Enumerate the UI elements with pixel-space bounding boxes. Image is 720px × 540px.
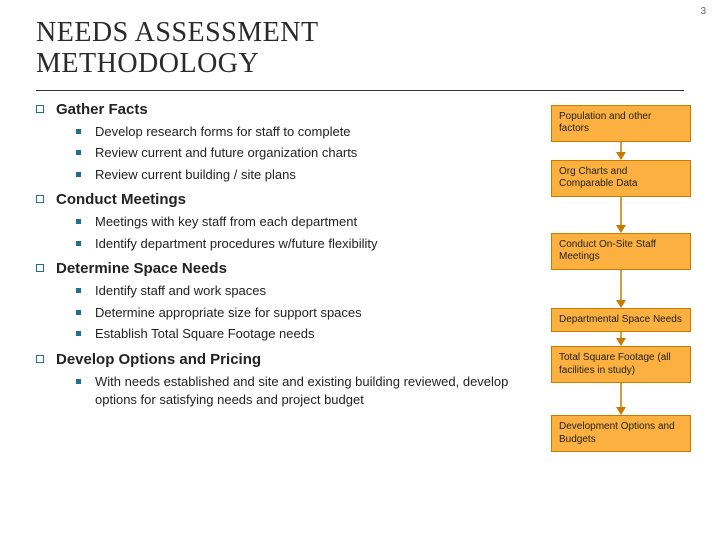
flow-arrow [542,383,700,415]
title-line-2: METHODOLOGY [36,48,259,79]
hollow-square-icon [36,355,44,363]
sub-item-text: Review current and future organization c… [95,144,357,162]
flow-box: Population and other factors [551,105,691,142]
sub-list: Develop research forms for staff to comp… [36,123,534,184]
page-number: 3 [700,6,706,17]
flow-box: Org Charts and Comparable Data [551,160,691,197]
arrow-down-icon [612,332,630,346]
title-line-1: NEEDS ASSESSMENT [36,17,319,48]
sub-item-text: Establish Total Square Footage needs [95,325,314,343]
flow-box: Development Options and Budgets [551,415,691,452]
filled-square-icon [76,172,81,177]
section-title: Gather Facts [56,101,148,118]
section-head: Gather Facts [36,101,534,118]
sub-item: Review current building / site plans [76,166,534,184]
sub-item: Develop research forms for staff to comp… [76,123,534,141]
sub-item-text: Identify staff and work spaces [95,282,266,300]
flow-arrow [542,270,700,308]
arrow-down-icon [612,197,630,233]
sub-item-text: Develop research forms for staff to comp… [95,123,351,141]
filled-square-icon [76,219,81,224]
slide-title: NEEDS ASSESSMENT METHODOLOGY [0,0,720,88]
flow-box: Departmental Space Needs [551,308,691,333]
section-title: Develop Options and Pricing [56,351,261,368]
sub-item-text: With needs established and site and exis… [95,373,534,408]
section-head: Develop Options and Pricing [36,351,534,368]
sub-item-text: Determine appropriate size for support s… [95,304,362,322]
sub-list: Meetings with key staff from each depart… [36,213,534,252]
filled-square-icon [76,379,81,384]
content-area: Gather Facts Develop research forms for s… [0,101,720,453]
sub-item-text: Identify department procedures w/future … [95,235,378,253]
sub-item: Identify staff and work spaces [76,282,534,300]
flow-box: Conduct On-Site Staff Meetings [551,233,691,270]
section: Gather Facts Develop research forms for s… [36,101,534,184]
hollow-square-icon [36,105,44,113]
arrow-down-icon [612,142,630,160]
filled-square-icon [76,150,81,155]
hollow-square-icon [36,264,44,272]
section-title: Determine Space Needs [56,260,227,277]
sub-item: Review current and future organization c… [76,144,534,162]
filled-square-icon [76,288,81,293]
hollow-square-icon [36,195,44,203]
filled-square-icon [76,310,81,315]
section: Determine Space Needs Identify staff and … [36,260,534,343]
sub-item: Meetings with key staff from each depart… [76,213,534,231]
arrow-down-icon [612,270,630,308]
section-title: Conduct Meetings [56,191,186,208]
flowchart: Population and other factors Org Charts a… [542,101,700,453]
sub-list: With needs established and site and exis… [36,373,534,408]
flow-arrow [542,142,700,160]
section-head: Determine Space Needs [36,260,534,277]
sub-item: Establish Total Square Footage needs [76,325,534,343]
filled-square-icon [76,129,81,134]
section-head: Conduct Meetings [36,191,534,208]
sub-item: Determine appropriate size for support s… [76,304,534,322]
flow-box: Total Square Footage (all facilities in … [551,346,691,383]
sub-item: With needs established and site and exis… [76,373,534,408]
sub-item: Identify department procedures w/future … [76,235,534,253]
section: Conduct Meetings Meetings with key staff … [36,191,534,252]
title-rule [36,90,684,91]
sub-item-text: Review current building / site plans [95,166,296,184]
filled-square-icon [76,331,81,336]
sub-item-text: Meetings with key staff from each depart… [95,213,357,231]
filled-square-icon [76,241,81,246]
flow-arrow [542,332,700,346]
sub-list: Identify staff and work spaces Determine … [36,282,534,343]
bullet-outline: Gather Facts Develop research forms for s… [36,101,542,453]
flow-arrow [542,197,700,233]
section: Develop Options and Pricing With needs es… [36,351,534,408]
arrow-down-icon [612,383,630,415]
